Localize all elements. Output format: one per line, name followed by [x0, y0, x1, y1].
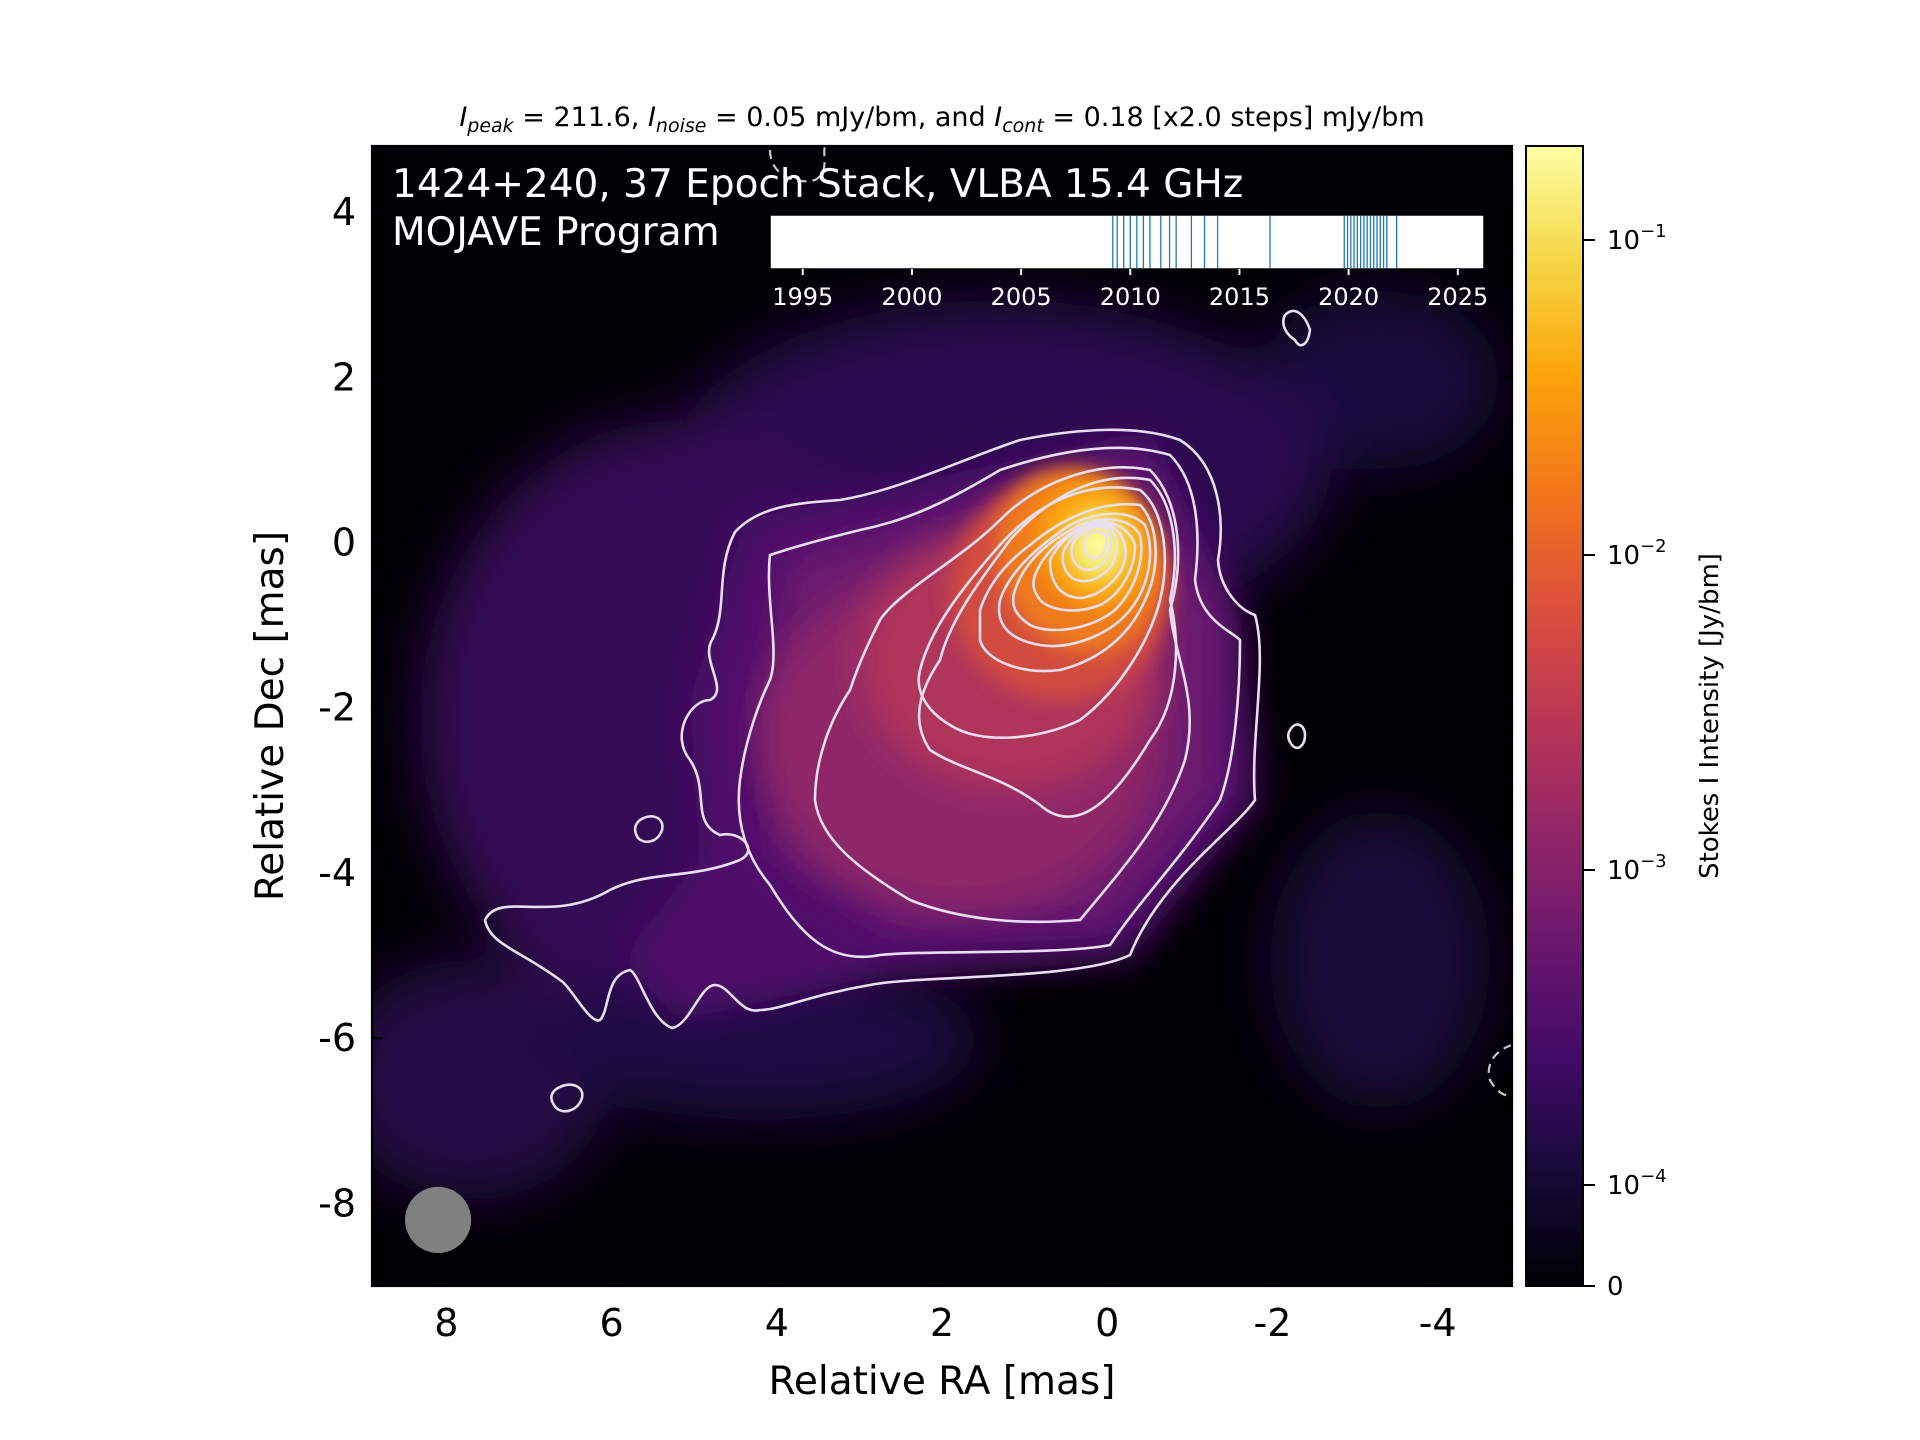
- source-annotation: 1424+240, 37 Epoch Stack, VLBA 15.4 GHz: [392, 162, 1243, 207]
- colorbar-tick-label: 0: [1607, 1272, 1624, 1302]
- colorbar-tick-label: 10−3: [1607, 851, 1667, 886]
- x-tick-label: 6: [599, 1301, 623, 1345]
- x-axis-ticks: 8 6 4 2 0 -2 -4: [434, 146, 1457, 1345]
- y-tick-label: 4: [332, 190, 356, 234]
- intensity-image: [372, 146, 1512, 1286]
- colorbar-tick-label: 10−1: [1607, 221, 1667, 256]
- x-tick-label: -4: [1419, 1301, 1457, 1345]
- colorbar: 10−1 10−2 10−3 10−4 0 Stokes I Intensity [Jy…: [1525, 145, 1725, 1302]
- beam-ellipse: [405, 1186, 472, 1253]
- y-tick-label: -6: [318, 1016, 356, 1060]
- timeline-tick-label: 2020: [1318, 283, 1379, 311]
- x-tick-label: 4: [765, 1301, 789, 1345]
- timeline-tick-label: 2000: [881, 283, 942, 311]
- colorbar-label: Stokes I Intensity [Jy/bm]: [1695, 553, 1725, 879]
- timeline-tick-label: 2010: [1100, 283, 1161, 311]
- timeline-tick-label: 2005: [991, 283, 1052, 311]
- timeline-tick-label: 2015: [1209, 283, 1270, 311]
- y-tick-label: 0: [332, 521, 356, 565]
- timeline-epoch-lines: [1112, 216, 1398, 268]
- y-tick-label: -2: [318, 686, 356, 730]
- contour-lines: [483, 309, 1312, 1113]
- x-tick-label: 0: [1095, 1301, 1119, 1345]
- y-tick-label: -8: [318, 1181, 356, 1225]
- timeline-ticks: 1995 2000 2005 2010 2015 2020 2025: [772, 269, 1488, 311]
- colorbar-gradient: [1525, 145, 1584, 1287]
- y-axis-ticks: 4 2 0 -2 -4 -6 -8: [318, 190, 1512, 1225]
- timeline-tick-label: 1995: [772, 283, 833, 311]
- colorbar-ticks: 10−1 10−2 10−3 10−4 0: [1583, 221, 1667, 1302]
- x-axis-label: Relative RA [mas]: [769, 1359, 1116, 1404]
- y-axis-label: Relative Dec [mas]: [248, 531, 293, 901]
- negative-contours: [768, 146, 1512, 1097]
- timeline-box: [769, 214, 1485, 270]
- x-tick-label: 2: [930, 1301, 954, 1345]
- y-tick-label: -4: [318, 851, 356, 895]
- chart-title: Ipeak = 211.6, Inoise = 0.05 mJy/bm, and…: [459, 102, 1424, 137]
- timeline-tick-label: 2025: [1427, 283, 1488, 311]
- y-tick-label: 2: [332, 355, 356, 399]
- program-annotation: MOJAVE Program: [392, 210, 720, 255]
- colorbar-tick-label: 10−2: [1607, 536, 1667, 571]
- x-tick-label: 8: [434, 1301, 458, 1345]
- colorbar-tick-label: 10−4: [1607, 1166, 1667, 1201]
- x-tick-label: -2: [1253, 1301, 1291, 1345]
- epoch-timeline: 1995 2000 2005 2010 2015 2020 2025: [769, 214, 1488, 311]
